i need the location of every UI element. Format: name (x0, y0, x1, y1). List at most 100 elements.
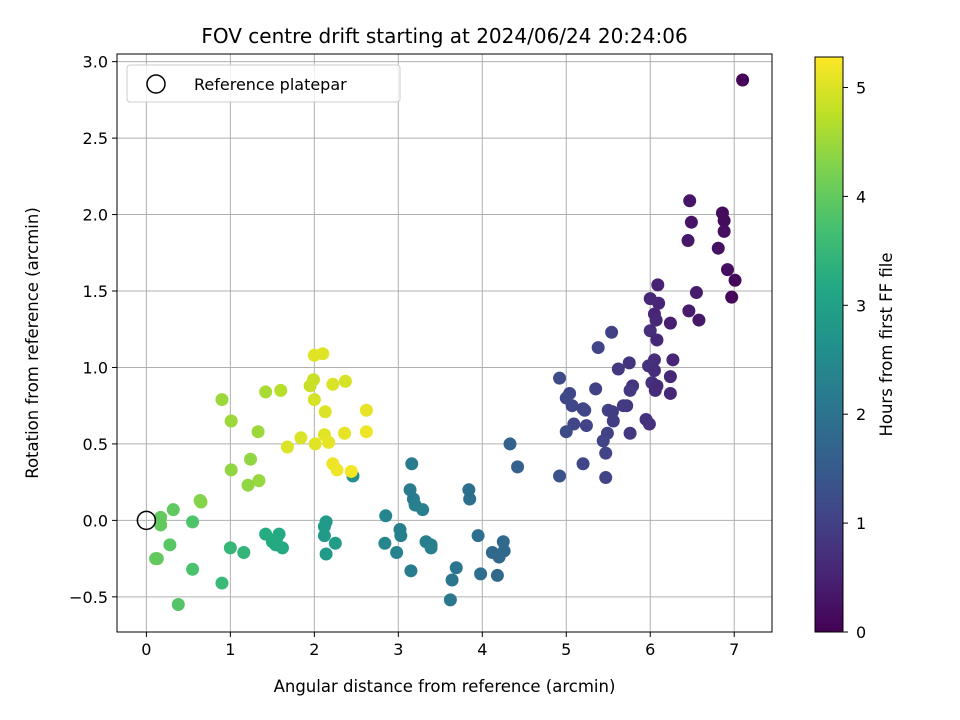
data-point (681, 234, 695, 248)
data-point (490, 568, 504, 582)
data-point (317, 519, 331, 533)
colorbar-tick-label: 2 (856, 405, 866, 424)
y-tick-label: 0.5 (83, 435, 108, 454)
data-point (596, 434, 610, 448)
x-tick-label: 5 (561, 640, 571, 659)
y-tick-label: 3.0 (83, 53, 108, 72)
data-point (223, 541, 237, 555)
data-point (274, 383, 288, 397)
data-point (319, 547, 333, 561)
data-point (294, 431, 308, 445)
data-point (215, 576, 229, 590)
data-point (150, 552, 164, 566)
x-tick-label: 0 (141, 640, 151, 659)
data-point (322, 435, 336, 449)
colorbar-ticks: 0 1 2 3 4 5 (843, 78, 866, 642)
data-point (511, 460, 525, 474)
data-point (316, 347, 330, 361)
colorbar-tick-label: 4 (856, 187, 866, 206)
colorbar (815, 57, 843, 632)
data-point (463, 492, 477, 506)
data-point (648, 383, 662, 397)
data-point (338, 374, 352, 388)
data-point (622, 356, 636, 370)
data-point (379, 509, 393, 523)
x-tick-label: 1 (225, 640, 235, 659)
data-point (252, 474, 266, 488)
data-point (338, 426, 352, 440)
data-point (663, 316, 677, 330)
data-point (565, 399, 579, 413)
data-point (663, 370, 677, 384)
data-point (344, 464, 358, 478)
y-axis-label: Rotation from reference (arcmin) (23, 207, 42, 479)
x-tick-label: 4 (477, 640, 487, 659)
data-point (215, 393, 229, 407)
data-point (359, 403, 373, 417)
grid-lines (117, 54, 772, 632)
data-point (579, 419, 593, 433)
colorbar-tick-label: 3 (856, 296, 866, 315)
data-point (259, 385, 273, 399)
data-point (684, 215, 698, 229)
data-point (492, 550, 506, 564)
data-point (576, 457, 590, 471)
data-point (623, 426, 637, 440)
data-point (605, 325, 619, 339)
data-point (663, 386, 677, 400)
data-point (171, 597, 185, 611)
data-point (717, 224, 731, 238)
data-point (652, 296, 666, 310)
data-point (650, 333, 664, 347)
data-point (194, 495, 208, 509)
data-point (224, 414, 238, 428)
data-point (728, 273, 742, 287)
x-tick-label: 3 (393, 640, 403, 659)
data-point (611, 362, 625, 376)
y-axis-ticks: −0.5 0.0 0.5 1.0 1.5 2.0 2.5 3.0 (69, 53, 117, 607)
data-point (589, 382, 603, 396)
data-point (328, 536, 342, 550)
data-point (692, 313, 706, 327)
y-tick-label: 2.0 (83, 206, 108, 225)
data-point (599, 471, 613, 485)
x-axis-ticks: 0 1 2 3 4 5 6 7 (141, 632, 739, 659)
data-point (318, 405, 332, 419)
data-point (269, 538, 283, 552)
data-point (378, 536, 392, 550)
data-point (390, 545, 404, 559)
data-point (474, 567, 488, 581)
data-point (503, 437, 517, 451)
data-point (244, 452, 258, 466)
data-point (237, 545, 251, 559)
data-point (683, 194, 697, 208)
data-point (424, 541, 438, 555)
data-point (280, 440, 294, 454)
data-point (443, 593, 457, 607)
data-point (736, 73, 750, 87)
data-point (623, 383, 637, 397)
data-point (599, 446, 613, 460)
legend-box (126, 64, 401, 103)
x-tick-label: 7 (729, 640, 739, 659)
colorbar-frame (814, 56, 844, 633)
data-point (405, 457, 419, 471)
y-tick-label: 1.0 (83, 358, 108, 377)
data-point (326, 377, 340, 391)
data-point (449, 561, 463, 575)
data-point (666, 353, 680, 367)
x-axis-label: Angular distance from reference (arcmin) (274, 677, 616, 696)
data-point (720, 263, 734, 277)
y-tick-label: 1.5 (83, 282, 108, 301)
y-tick-label: 2.5 (83, 129, 108, 148)
data-point (591, 341, 605, 355)
data-point (224, 463, 238, 477)
x-tick-label: 6 (645, 640, 655, 659)
data-point (394, 529, 408, 543)
data-point (317, 529, 331, 543)
data-point (241, 478, 255, 492)
data-point (308, 437, 322, 451)
data-point (154, 518, 168, 532)
colorbar-tick-label: 0 (856, 623, 866, 642)
